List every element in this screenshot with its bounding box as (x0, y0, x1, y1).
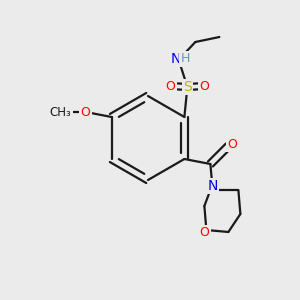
Text: O: O (200, 226, 209, 239)
Text: O: O (227, 137, 237, 151)
Text: CH₃: CH₃ (50, 106, 71, 118)
Text: O: O (81, 106, 91, 118)
Text: S: S (183, 80, 192, 94)
Text: H: H (181, 52, 190, 65)
Text: O: O (165, 80, 175, 92)
Text: N: N (170, 52, 181, 66)
Text: N: N (207, 179, 218, 193)
Text: O: O (200, 80, 209, 92)
